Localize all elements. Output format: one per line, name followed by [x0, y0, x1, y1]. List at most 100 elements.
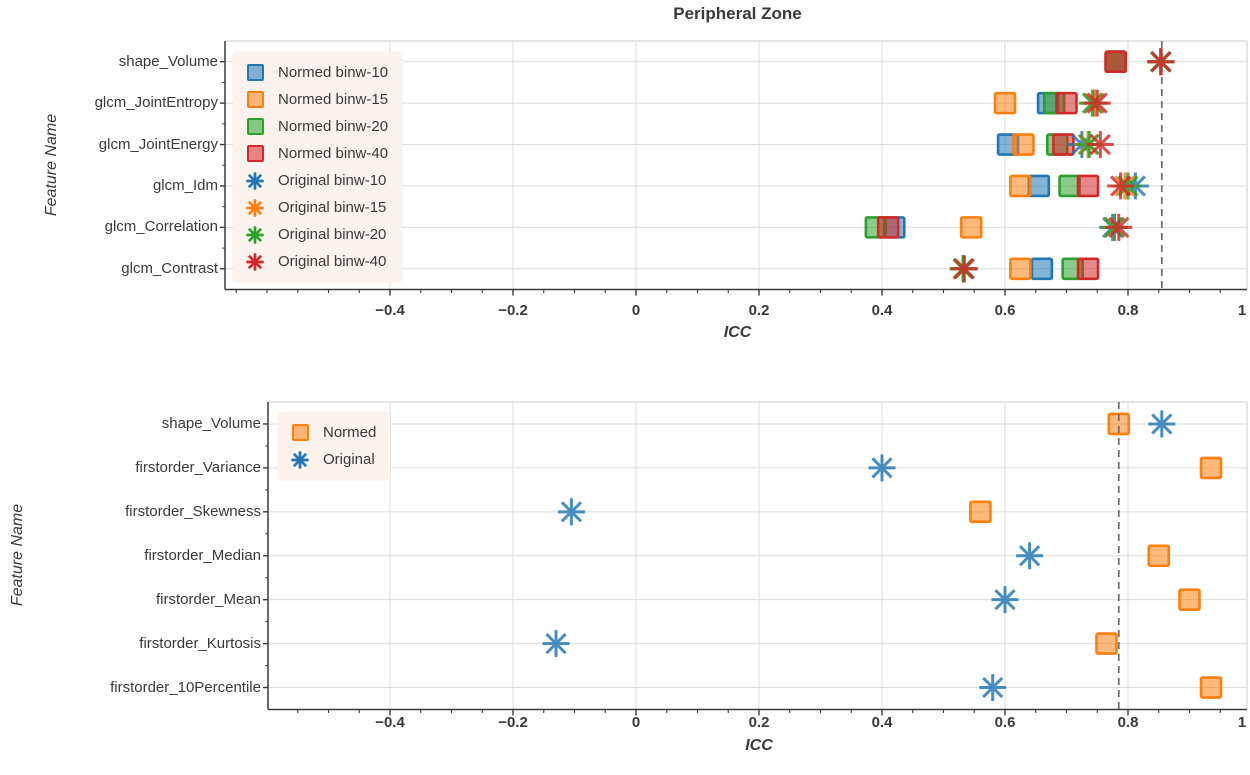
- x-tick-label: 0.6: [994, 714, 1016, 731]
- marker-star-original-binw-15: [1147, 48, 1175, 76]
- legend-star-icon: [245, 225, 265, 245]
- marker-star-original-binw-40: [1147, 48, 1175, 76]
- star-spoke: [1149, 51, 1172, 73]
- star-spoke: [1149, 51, 1172, 73]
- marker-square-normed-binw-40: [1076, 174, 1100, 198]
- legend-entry[interactable]: Normed binw-15: [245, 89, 388, 110]
- legend-entry[interactable]: Original binw-40: [245, 251, 388, 272]
- star-spoke: [1078, 133, 1100, 156]
- marker-star-original: [557, 498, 585, 526]
- legend-entry-label: Normed binw-20: [278, 118, 389, 135]
- x-tick-label: 1: [1237, 302, 1247, 319]
- star-spoke: [994, 589, 1016, 611]
- star-spoke: [1081, 92, 1103, 114]
- legend-entry[interactable]: Original binw-15: [245, 197, 388, 218]
- legend: Normed binw-10 Normed binw-15 Normed binw-…: [233, 52, 403, 282]
- star-spoke: [1108, 216, 1130, 238]
- legend-entry[interactable]: Normed: [290, 422, 376, 443]
- legend-star: [246, 171, 264, 190]
- legend-entry[interactable]: Normed binw-10: [245, 62, 388, 83]
- legend-square-marker: [245, 63, 265, 83]
- star-spoke: [1117, 175, 1139, 197]
- star-spoke: [952, 258, 974, 280]
- square-marker-swatch: [246, 145, 264, 162]
- legend-entry[interactable]: Original binw-10: [245, 170, 388, 191]
- marker-star-original-binw-10: [949, 255, 977, 283]
- x-axis-label-bottom: ICC: [745, 737, 773, 754]
- star-spoke: [952, 258, 974, 280]
- x-tick-label: −0.4: [375, 302, 405, 319]
- x-tick-label: 0.2: [748, 714, 770, 731]
- marker-star-original: [542, 630, 570, 658]
- marker-star-original-binw-15: [1074, 131, 1102, 159]
- legend-entry[interactable]: Normed binw-20: [245, 116, 388, 137]
- star-spoke: [1103, 216, 1126, 238]
- star-spoke: [1071, 133, 1093, 156]
- star-spoke: [1086, 92, 1108, 114]
- star-spoke: [545, 633, 567, 655]
- marker-star-original-binw-10: [1080, 89, 1108, 117]
- star-spoke: [982, 676, 1004, 699]
- star-spoke: [1110, 175, 1132, 197]
- star-spoke: [952, 258, 974, 280]
- star-spoke: [545, 633, 567, 655]
- star-spoke: [1151, 413, 1173, 435]
- star-spoke: [871, 457, 893, 479]
- marker-star-original: [1016, 542, 1044, 570]
- legend-entry-label: Original binw-20: [278, 226, 387, 243]
- square-marker-swatch: [246, 91, 264, 108]
- x-tick-label: 0.6: [994, 302, 1016, 319]
- legend-square-marker: [245, 90, 265, 110]
- marker-star-original-binw-15: [1100, 213, 1128, 241]
- star-spoke: [247, 173, 263, 188]
- star-spoke: [1083, 92, 1105, 114]
- marker-square-normed-binw-10: [1036, 91, 1060, 115]
- legend-entry[interactable]: Normed binw-40: [245, 143, 388, 164]
- marker-star-original-binw-20: [1075, 131, 1103, 159]
- marker-square-normed: [969, 500, 992, 524]
- marker-square-normed-binw-20: [1042, 91, 1066, 115]
- marker-star-original-binw-10: [1068, 131, 1096, 159]
- star-spoke: [1103, 216, 1126, 238]
- star-spoke: [1103, 216, 1126, 238]
- star-spoke: [1102, 216, 1124, 238]
- legend-star-icon: [245, 198, 265, 218]
- star-marker-glyph: [246, 198, 264, 217]
- x-tick-label: −0.2: [498, 714, 528, 731]
- marker-square-normed-binw-40: [1055, 91, 1078, 115]
- marker-square-normed-binw-15: [1104, 50, 1127, 74]
- marker-star-original-binw-20: [1114, 172, 1142, 200]
- legend-square-marker: [290, 423, 310, 443]
- category-label: firstorder_Median: [144, 546, 261, 564]
- star-spoke: [1018, 545, 1041, 567]
- marker-square-normed-binw-20: [1045, 133, 1069, 156]
- legend-entry-label: Normed binw-15: [278, 91, 389, 108]
- x-tick-label: 0: [631, 714, 641, 731]
- star-spoke: [1071, 133, 1093, 156]
- marker-square-normed-binw-15: [993, 91, 1017, 115]
- marker-square-normed: [1199, 456, 1223, 480]
- marker-star-original-binw-40: [1107, 172, 1135, 200]
- marker-square-normed-binw-40: [1052, 133, 1075, 156]
- star-spoke: [1077, 133, 1099, 156]
- x-tick-label: 0.2: [748, 302, 770, 319]
- marker-star-original-binw-15: [949, 255, 977, 283]
- legend-star-icon: [245, 171, 265, 191]
- star-spoke: [1124, 175, 1146, 197]
- square-marker-swatch: [246, 118, 264, 135]
- marker-star-original-binw-40: [1083, 89, 1111, 117]
- marker-square-normed-binw-10: [882, 216, 906, 239]
- x-tick-label: 0.4: [871, 714, 893, 731]
- star-spoke: [1110, 175, 1132, 197]
- marker-star-original: [1148, 410, 1176, 438]
- star-spoke: [292, 452, 308, 467]
- star-spoke: [1149, 51, 1172, 73]
- star-spoke: [1151, 413, 1173, 435]
- star-marker-glyph: [246, 225, 264, 244]
- star-spoke: [1149, 51, 1172, 73]
- legend-entry[interactable]: Original: [290, 449, 376, 470]
- star-spoke: [560, 501, 583, 523]
- legend-entry[interactable]: Original binw-20: [245, 224, 388, 245]
- legend-entry-label: Normed binw-40: [278, 145, 389, 162]
- marker-star-original-binw-40: [1105, 213, 1133, 241]
